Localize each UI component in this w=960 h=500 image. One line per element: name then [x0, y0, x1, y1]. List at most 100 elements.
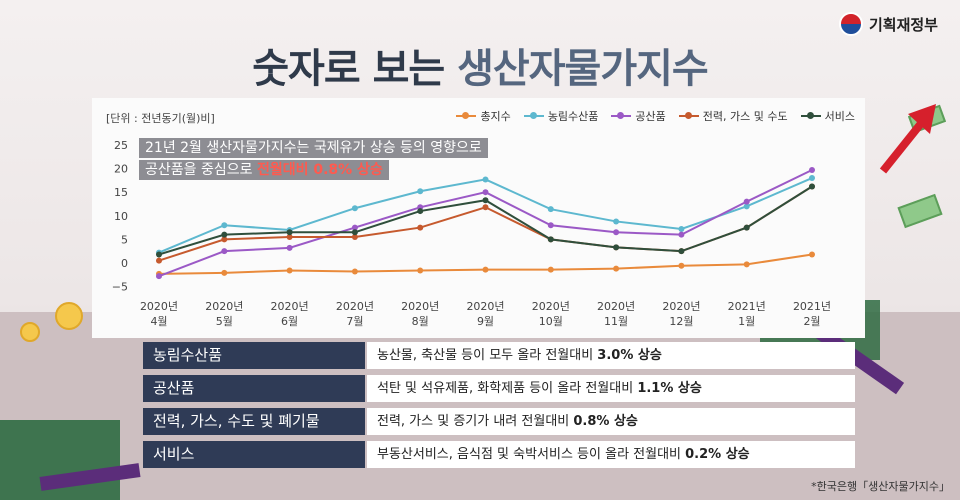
data-point-agri — [547, 206, 554, 213]
data-point-industrial — [743, 198, 750, 205]
row-description: 전력, 가스 및 증기가 내려 전월대비 0.8% 상승 — [367, 408, 855, 435]
y-tick-label: 10 — [114, 210, 128, 223]
chart-annotation: 21년 2월 생산자물가지수는 국제유가 상승 등의 영향으로 공산품을 중심으… — [139, 138, 488, 182]
legend-label: 공산품 — [635, 110, 666, 123]
data-point-total — [678, 262, 685, 269]
data-point-agri — [221, 222, 228, 229]
data-point-services — [351, 229, 358, 236]
row-change-value: 1.1% 상승 — [637, 381, 702, 396]
chart-legend: 총지수 농림수산품 공산품 전력, 가스 및 수도 서비스 — [456, 108, 855, 124]
x-tick-label: 1월 — [738, 315, 755, 328]
x-tick-label: 12월 — [669, 315, 693, 328]
y-tick-label: 5 — [121, 233, 128, 246]
row-change-value: 3.0% 상승 — [597, 348, 662, 363]
data-point-services — [613, 244, 620, 251]
x-tick-label: 9월 — [477, 315, 494, 328]
legend-swatch — [456, 112, 477, 119]
coin-icon — [55, 302, 83, 330]
data-point-power — [482, 204, 489, 211]
data-point-power — [351, 234, 358, 241]
data-point-services — [286, 229, 293, 236]
data-point-total — [547, 266, 554, 273]
data-point-industrial — [547, 222, 554, 229]
row-description: 농산물, 축산물 등이 모두 올라 전월대비 3.0% 상승 — [367, 342, 855, 369]
table-row: 농림수산품 농산물, 축산물 등이 모두 올라 전월대비 3.0% 상승 — [143, 342, 855, 369]
y-tick-label: 20 — [114, 163, 128, 176]
data-point-power — [286, 234, 293, 241]
data-point-services — [743, 224, 750, 231]
legend-item-services: 서비스 — [800, 108, 855, 124]
y-tick-label: 25 — [114, 139, 128, 152]
legend-label: 서비스 — [824, 110, 855, 123]
data-point-industrial — [221, 248, 228, 255]
table-row: 서비스 부동산서비스, 음식점 및 숙박서비스 등이 올라 전월대비 0.2% 상… — [143, 441, 855, 468]
rising-arrow-icon — [879, 104, 936, 174]
legend-swatch — [611, 112, 632, 119]
ministry-logo: 기획재정부 — [838, 12, 938, 36]
legend-label: 농림수산품 — [547, 110, 599, 123]
data-point-total — [743, 261, 750, 268]
legend-swatch — [678, 112, 699, 119]
row-description-text: 부동산서비스, 음식점 및 숙박서비스 등이 올라 전월대비 — [377, 447, 686, 462]
legend-label: 총지수 — [480, 110, 511, 123]
x-tick-label: 6월 — [281, 315, 298, 328]
data-point-industrial — [351, 224, 358, 231]
data-point-industrial — [809, 167, 815, 174]
annotation-highlight: 전월대비 0.8% 상승 — [256, 162, 383, 178]
data-point-total — [351, 268, 358, 275]
data-point-total — [221, 269, 228, 276]
row-category: 전력, 가스, 수도 및 폐기물 — [143, 408, 365, 435]
legend-item-industrial: 공산품 — [611, 108, 666, 124]
data-point-power — [156, 257, 162, 264]
data-point-services — [678, 248, 685, 255]
annotation-line1: 21년 2월 생산자물가지수는 국제유가 상승 등의 영향으로 — [139, 138, 488, 158]
row-change-value: 0.8% 상승 — [573, 414, 638, 429]
data-point-agri — [613, 218, 620, 225]
data-point-services — [482, 197, 489, 204]
summary-table: 농림수산품 농산물, 축산물 등이 모두 올라 전월대비 3.0% 상승 공산품 석탄… — [143, 342, 855, 474]
data-point-agri — [482, 176, 489, 183]
legend-swatch — [800, 112, 821, 119]
data-point-industrial — [482, 189, 489, 196]
data-point-industrial — [678, 231, 685, 238]
data-point-industrial — [613, 229, 620, 236]
page-title: 숫자로 보는 생산자물가지수 — [0, 36, 960, 94]
legend-item-power: 전력, 가스 및 수도 — [678, 108, 788, 124]
data-point-total — [286, 267, 293, 274]
data-point-services — [547, 236, 554, 243]
legend-item-agri: 농림수산품 — [523, 108, 599, 124]
title-part1: 숫자로 보는 — [252, 46, 445, 92]
data-point-agri — [417, 188, 424, 195]
x-tick-label: 2020년 — [205, 300, 243, 313]
data-point-agri — [743, 203, 750, 210]
data-point-services — [809, 183, 815, 190]
legend-label: 전력, 가스 및 수도 — [702, 110, 788, 123]
row-description-text: 석탄 및 석유제품, 화학제품 등이 올라 전월대비 — [377, 381, 638, 396]
data-point-services — [221, 231, 228, 238]
series-line-industrial — [158, 169, 813, 278]
data-point-total — [809, 251, 815, 258]
data-point-agri — [678, 225, 685, 232]
x-tick-label: 2021년 — [793, 300, 831, 313]
x-tick-label: 2020년 — [597, 300, 635, 313]
row-description: 석탄 및 석유제품, 화학제품 등이 올라 전월대비 1.1% 상승 — [367, 375, 855, 402]
x-tick-label: 2020년 — [401, 300, 439, 313]
chart-card: 25 20 15 10 5 0 −5 2020년 4월 2020년 5월 2020년 6월 2020년 7월… — [92, 98, 865, 338]
data-point-services — [417, 208, 424, 215]
taeguk-icon — [838, 12, 863, 36]
row-description-text: 농산물, 축산물 등이 모두 올라 전월대비 — [377, 348, 598, 363]
series-line-services — [158, 185, 813, 256]
data-point-agri — [351, 205, 358, 212]
data-point-services — [156, 251, 162, 258]
annotation-line2-prefix: 공산품을 중심으로 — [145, 162, 257, 178]
data-point-industrial — [286, 244, 293, 251]
row-change-value: 0.2% 상승 — [685, 447, 750, 462]
row-description-text: 전력, 가스 및 증기가 내려 전월대비 — [377, 414, 574, 429]
legend-item-total: 총지수 — [456, 108, 511, 124]
row-description: 부동산서비스, 음식점 및 숙박서비스 등이 올라 전월대비 0.2% 상승 — [367, 441, 855, 468]
x-tick-label: 5월 — [216, 315, 233, 328]
table-row: 전력, 가스, 수도 및 폐기물 전력, 가스 및 증기가 내려 전월대비 0.8… — [143, 408, 855, 435]
source-note: *한국은행「생산자물가지수」 — [811, 480, 950, 493]
x-tick-label: 4월 — [150, 315, 167, 328]
x-tick-label: 11월 — [604, 315, 628, 328]
